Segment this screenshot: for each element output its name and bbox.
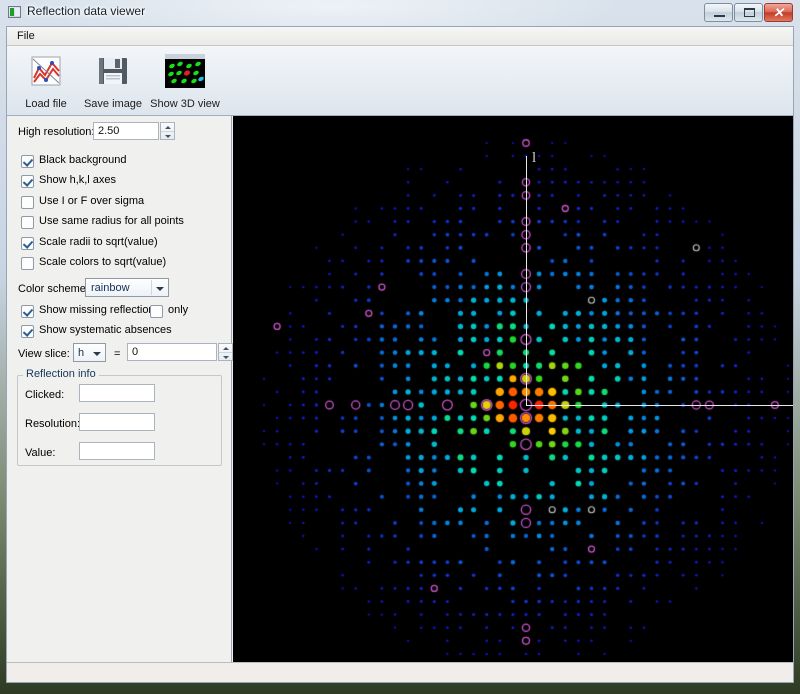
high-resolution-stepper[interactable] [160, 122, 175, 140]
show-3d-view-label: Show 3D view [150, 98, 220, 110]
save-image-button[interactable]: Save image [79, 50, 147, 112]
load-file-label: Load file [25, 98, 67, 110]
l-axis-label: l [532, 150, 537, 166]
value-input[interactable] [79, 442, 155, 460]
floppy-disk-icon [96, 54, 130, 91]
title-bar[interactable]: Reflection data viewer ✕ [0, 0, 800, 26]
reflection-info-group [17, 375, 222, 466]
view-slice-equals: = [114, 348, 121, 360]
resolution-label: Resolution: [25, 418, 81, 430]
close-icon: ✕ [773, 5, 784, 20]
controls-panel: High resolution: 2.50 Black background S… [7, 116, 233, 682]
checkbox-box [21, 196, 34, 209]
resolution-input[interactable] [79, 413, 155, 431]
load-file-button[interactable]: Load file [15, 50, 77, 112]
checkbox-label: Scale colors to sqrt(value) [39, 256, 167, 268]
k-axis-line [526, 405, 793, 406]
close-button[interactable]: ✕ [764, 3, 793, 22]
menu-item-file[interactable]: File [17, 30, 35, 42]
value-label: Value: [25, 447, 56, 459]
checkbox-label: Scale radii to sqrt(value) [39, 236, 158, 248]
checkbox-box [21, 257, 34, 270]
checkbox-box [21, 155, 34, 168]
reflection-plot-canvas[interactable] [233, 116, 793, 682]
checkbox-label: Black background [39, 154, 127, 166]
checkbox-label: Use same radius for all points [39, 215, 184, 227]
checkbox-label: Show missing reflections [39, 304, 161, 316]
clicked-input[interactable] [79, 384, 155, 402]
view-slice-axis-value: h [78, 347, 85, 359]
window-title: Reflection data viewer [27, 4, 146, 18]
app-icon [8, 6, 21, 18]
view-slice-stepper[interactable] [218, 343, 233, 361]
reflection-plot[interactable]: l k [233, 116, 793, 682]
l-axis-line [526, 156, 527, 405]
view-slice-label: View slice: [18, 348, 70, 360]
chevron-down-icon [156, 287, 164, 291]
checkbox-box [21, 325, 34, 338]
color-scheme-label: Color scheme: [18, 283, 89, 295]
view-slice-value-input[interactable]: 0 [127, 343, 217, 361]
reflection-info-title: Reflection info [23, 368, 99, 380]
chart-curve-icon [29, 54, 63, 91]
view-slice-axis-select[interactable]: h [73, 343, 106, 362]
checkbox-box [21, 175, 34, 188]
checkbox-label: Use I or F over sigma [39, 195, 145, 207]
save-image-label: Save image [83, 98, 143, 110]
menu-bar: File [7, 27, 793, 46]
chevron-down-icon [93, 352, 101, 356]
high-resolution-label: High resolution: [18, 126, 95, 138]
checkbox-box [21, 305, 34, 318]
client-area: File Load file [6, 26, 794, 683]
show-3d-view-button[interactable]: Show 3D view [147, 50, 223, 112]
color-scheme-value: rainbow [91, 282, 130, 294]
status-bar [7, 662, 793, 682]
toolbar: Load file Save image [7, 46, 793, 116]
color-scheme-select[interactable]: rainbow [85, 278, 169, 297]
3d-reflections-icon [165, 54, 205, 91]
checkbox-label: only [168, 304, 189, 316]
minimize-button[interactable] [704, 3, 733, 22]
checkbox-box [150, 305, 163, 318]
checkbox-label: Show h,k,l axes [39, 174, 117, 186]
clicked-label: Clicked: [25, 389, 65, 401]
checkbox-box [21, 216, 34, 229]
high-resolution-input[interactable]: 2.50 [93, 122, 159, 140]
checkbox-label: Show systematic absences [39, 324, 172, 336]
maximize-button[interactable] [734, 3, 763, 22]
checkbox-box [21, 237, 34, 250]
